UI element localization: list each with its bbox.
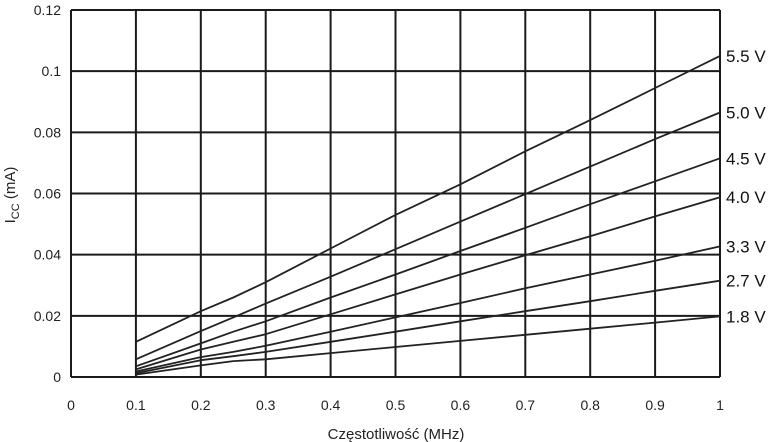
y-tick-label: 0.12	[34, 2, 61, 18]
y-axis-title-subscript: CC	[10, 203, 22, 219]
series-line-4-0V	[135, 196, 721, 371]
x-tick-label: 0.5	[386, 397, 406, 413]
series-line-3-3V	[135, 245, 721, 373]
series-label: 5.5 V	[726, 47, 766, 66]
series-line-5-5V	[135, 55, 721, 343]
x-tick-label: 0.8	[580, 397, 600, 413]
x-tick-label: 0.1	[126, 397, 146, 413]
y-tick-label: 0.02	[34, 308, 61, 324]
x-tick-label: 0	[67, 397, 75, 413]
x-axis-title: Częstotliwość (MHz)	[328, 426, 465, 442]
series-line-2-7V	[135, 279, 721, 375]
grid	[70, 9, 721, 378]
series-label: 5.0 V	[726, 103, 766, 122]
y-tick-label: 0.08	[34, 124, 61, 140]
y-tick-label: 0.04	[34, 247, 61, 263]
y-tick-label: 0.1	[42, 63, 62, 79]
x-tick-label: 0.3	[256, 397, 276, 413]
series-line-4-5V	[135, 157, 721, 368]
series-line-1-8V	[135, 315, 721, 376]
y-tick-label: 0	[53, 369, 61, 385]
y-axis-title: ICC (mA)	[2, 167, 22, 224]
tick-labels: 0 0.1 0.2 0.3 0.4 0.5 0.6 0.7 0.8 0.9 1 0 0.02 0.04 0.…	[34, 2, 724, 413]
x-tick-label: 0.7	[516, 397, 536, 413]
series-label: 1.8 V	[726, 307, 766, 326]
series-label: 4.0 V	[726, 188, 766, 207]
x-tick-label: 1	[716, 397, 724, 413]
x-tick-label: 0.6	[451, 397, 471, 413]
x-tick-label: 0.2	[191, 397, 211, 413]
series-line-5-0V	[135, 111, 721, 361]
series-labels: 5.5 V 5.0 V 4.5 V 4.0 V 3.3 V 2.7 V 1.8 V	[726, 47, 766, 327]
series-lines	[135, 55, 721, 376]
series-label: 2.7 V	[726, 272, 766, 291]
series-label: 3.3 V	[726, 237, 766, 256]
x-tick-label: 0.9	[645, 397, 665, 413]
series-label: 4.5 V	[726, 149, 766, 168]
y-tick-label: 0.06	[34, 186, 61, 202]
x-tick-label: 0.4	[321, 397, 341, 413]
